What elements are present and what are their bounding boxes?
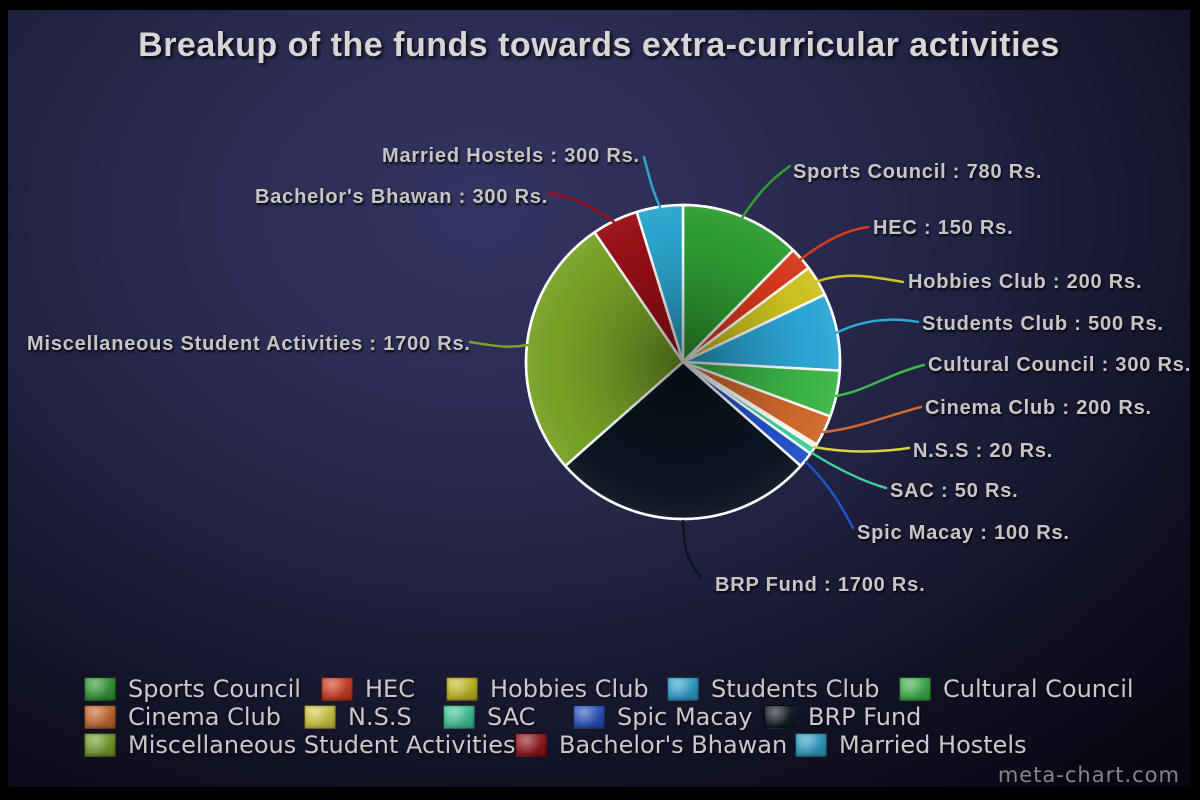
legend-swatch-sac — [443, 705, 475, 729]
leader-line-married-hostels — [642, 155, 662, 209]
legend-label-nss: N.S.S — [348, 703, 412, 731]
legend-label-students-club: Students Club — [711, 675, 880, 703]
leader-line-brp-fund — [681, 519, 703, 579]
callout-label-spic-macay: Spic Macay : 100 Rs. — [857, 522, 1070, 544]
callout-label-cinema-club: Cinema Club : 200 Rs. — [925, 397, 1152, 419]
callout-label-hec: HEC : 150 Rs. — [873, 217, 1014, 239]
legend-label-hec: HEC — [365, 675, 415, 703]
callout-label-cultural-council: Cultural Council : 300 Rs. — [928, 354, 1192, 376]
leader-line-cultural-council — [834, 363, 926, 398]
legend-label-brp-fund: BRP Fund — [808, 703, 922, 731]
legend-item-brp-fund: BRP Fund — [764, 703, 922, 731]
leader-line-hobbies-club — [814, 274, 905, 284]
legend-swatch-brp-fund — [764, 705, 796, 729]
leader-line-miscellaneous — [468, 340, 530, 348]
leader-line-sac — [810, 451, 888, 490]
leader-line-bachelors-bhawan — [547, 191, 616, 224]
legend-item-hec: HEC — [321, 675, 415, 703]
legend-swatch-married-hostels — [795, 733, 827, 757]
leader-line-spic-macay — [804, 460, 855, 530]
legend-swatch-nss — [304, 705, 336, 729]
legend-label-sports-council: Sports Council — [128, 675, 301, 703]
leader-line-cinema-club — [821, 405, 923, 434]
callout-label-sports-council: Sports Council : 780 Rs. — [793, 161, 1043, 183]
callout-label-bachelors-bhawan: Bachelor's Bhawan : 300 Rs. — [255, 186, 549, 208]
legend-item-hobbies-club: Hobbies Club — [446, 675, 649, 703]
legend-label-hobbies-club: Hobbies Club — [490, 675, 649, 703]
legend-item-bachelors-bhawan: Bachelor's Bhawan — [515, 731, 788, 759]
legend-label-cultural-council: Cultural Council — [943, 675, 1134, 703]
callout-label-sac: SAC : 50 Rs. — [890, 480, 1019, 502]
leader-line-hec — [798, 225, 870, 262]
leader-lines-group — [468, 155, 926, 579]
legend-item-spic-macay: Spic Macay — [573, 703, 753, 731]
callout-label-nss: N.S.S : 20 Rs. — [913, 440, 1054, 462]
legend-swatch-sports-council — [84, 677, 116, 701]
legend-item-nss: N.S.S — [304, 703, 412, 731]
legend-item-miscellaneous: Miscellaneous Student Activities — [84, 731, 516, 759]
callout-label-brp-fund: BRP Fund : 1700 Rs. — [715, 574, 926, 596]
legend-item-married-hostels: Married Hostels — [795, 731, 1027, 759]
legend-label-spic-macay: Spic Macay — [617, 703, 753, 731]
leader-line-sports-council — [740, 164, 792, 220]
callout-label-students-club: Students Club : 500 Rs. — [922, 313, 1164, 335]
legend-label-cinema-club: Cinema Club — [128, 703, 281, 731]
legend-label-miscellaneous: Miscellaneous Student Activities — [128, 731, 516, 759]
legend-item-sports-council: Sports Council — [84, 675, 301, 703]
callout-label-married-hostels: Married Hostels : 300 Rs. — [382, 145, 640, 167]
chart-background-panel: Breakup of the funds towards extra-curri… — [8, 10, 1190, 787]
leader-line-nss — [812, 445, 911, 453]
legend-swatch-students-club — [667, 677, 699, 701]
pie-rim — [524, 203, 842, 521]
legend-item-students-club: Students Club — [667, 675, 880, 703]
legend-swatch-spic-macay — [573, 705, 605, 729]
legend-swatch-cultural-council — [899, 677, 931, 701]
legend-swatch-hec — [321, 677, 353, 701]
chart-title: Breakup of the funds towards extra-curri… — [138, 26, 1060, 64]
watermark: meta-chart.com — [997, 763, 1180, 787]
legend-item-sac: SAC — [443, 703, 536, 731]
legend-swatch-miscellaneous — [84, 733, 116, 757]
pie-shading — [526, 205, 840, 519]
callout-label-miscellaneous: Miscellaneous Student Activities : 1700 … — [27, 333, 471, 355]
legend-item-cinema-club: Cinema Club — [84, 703, 281, 731]
legend-label-bachelors-bhawan: Bachelor's Bhawan — [559, 731, 788, 759]
legend-item-cultural-council: Cultural Council — [899, 675, 1134, 703]
legend-label-married-hostels: Married Hostels — [839, 731, 1027, 759]
callout-label-hobbies-club: Hobbies Club : 200 Rs. — [908, 271, 1143, 293]
legend-swatch-cinema-club — [84, 705, 116, 729]
legend-swatch-bachelors-bhawan — [515, 733, 547, 757]
legend-label-sac: SAC — [487, 703, 536, 731]
leader-line-students-club — [834, 318, 920, 335]
legend-swatch-hobbies-club — [446, 677, 478, 701]
